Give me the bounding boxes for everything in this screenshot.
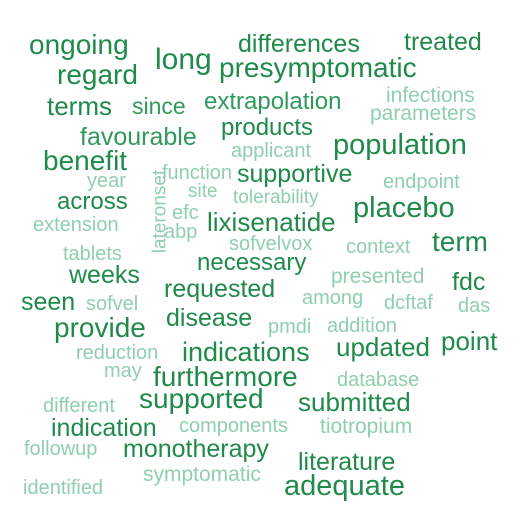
word-supportive: supportive [237, 160, 353, 188]
word-weeks: weeks [69, 261, 140, 289]
word-submitted: submitted [298, 387, 411, 417]
word-long: long [155, 43, 212, 76]
word-addition: addition [327, 315, 398, 337]
word-followup: followup [24, 438, 98, 460]
word-site: site [188, 181, 218, 202]
word-tolerability: tolerability [233, 187, 319, 208]
word-placebo: placebo [353, 192, 455, 224]
word-disease: disease [166, 304, 253, 332]
word-regard: regard [57, 59, 138, 90]
word-products: products [221, 114, 314, 141]
word-presymptomatic: presymptomatic [219, 52, 417, 83]
word-sofvelvox: sofvelvox [229, 233, 313, 255]
word-extrapolation: extrapolation [204, 88, 342, 115]
word-provide: provide [54, 312, 146, 343]
word-fdc: fdc [452, 268, 486, 296]
word-dcftaf: dcftaf [384, 292, 433, 314]
word-across: across [57, 188, 128, 215]
word-sofvel: sofvel [86, 293, 139, 315]
word-symptomatic: symptomatic [143, 463, 261, 486]
word-tiotropium: tiotropium [320, 415, 413, 438]
word-among: among [302, 287, 364, 309]
word-efc: efc [172, 202, 199, 224]
word-presented: presented [331, 265, 425, 288]
word-population: population [333, 129, 467, 161]
word-identified: identified [23, 477, 104, 499]
word-pmdi: pmdi [268, 316, 312, 338]
word-ongoing: ongoing [29, 29, 129, 60]
word-extension: extension [33, 214, 119, 236]
word-context: context [346, 236, 411, 258]
word-term: term [432, 226, 488, 257]
word-necessary: necessary [197, 249, 307, 276]
word-components: components [179, 415, 288, 437]
word-since: since [132, 93, 186, 119]
word-tablets: tablets [63, 243, 122, 265]
word-benefit: benefit [43, 145, 128, 176]
word-terms: terms [47, 91, 112, 121]
word-furthermore: furthermore [153, 361, 298, 392]
word-indication: indication [51, 414, 157, 442]
word-parameters: parameters [370, 102, 477, 125]
word-infections: infections [386, 84, 475, 107]
word-point: point [441, 326, 498, 356]
word-treated: treated [404, 28, 482, 56]
word-supported: supported [139, 383, 264, 414]
word-abp: abp [164, 221, 198, 243]
word-different: different [43, 395, 115, 417]
word-may: may [104, 360, 142, 382]
word-database: database [337, 369, 420, 391]
word-differences: differences [238, 30, 360, 58]
word-das: das [458, 295, 491, 317]
word-requested: requested [164, 275, 276, 303]
word-lateronset: lateronset [149, 169, 171, 254]
word-updated: updated [336, 332, 430, 362]
word-monotherapy: monotherapy [123, 435, 269, 463]
word-adequate: adequate [284, 470, 405, 502]
word-literature: literature [298, 448, 396, 476]
word-endpoint: endpoint [383, 171, 460, 193]
word-lixisenatide: lixisenatide [207, 207, 336, 237]
word-year: year [87, 170, 126, 192]
word-reduction: reduction [76, 342, 159, 364]
word-function: function [162, 162, 233, 184]
word-indications: indications [182, 337, 310, 367]
word-seen: seen [21, 288, 76, 316]
word-favourable: favourable [80, 123, 197, 151]
word-applicant: applicant [231, 140, 312, 162]
